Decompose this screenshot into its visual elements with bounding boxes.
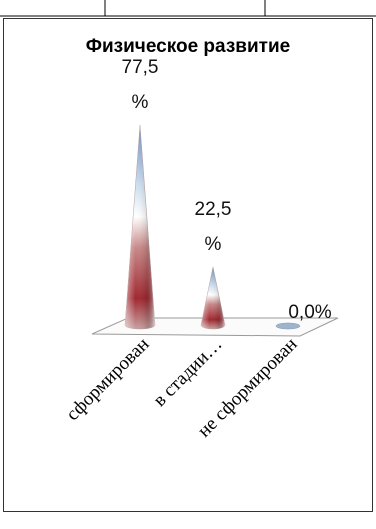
table-strip (0, 0, 376, 17)
cone (275, 322, 301, 330)
chart-frame (3, 18, 373, 512)
chart-title: Физическое развитие (86, 36, 290, 57)
cone-shade (201, 266, 225, 329)
value-label: 0,0% (288, 302, 332, 323)
value-label: 77,5 % (121, 57, 159, 113)
x-tick-label: в стадии… (149, 334, 226, 411)
cone-shade (125, 125, 155, 329)
value-label: 22,5 % (194, 198, 232, 255)
x-tick-label: сформирован (62, 334, 153, 425)
